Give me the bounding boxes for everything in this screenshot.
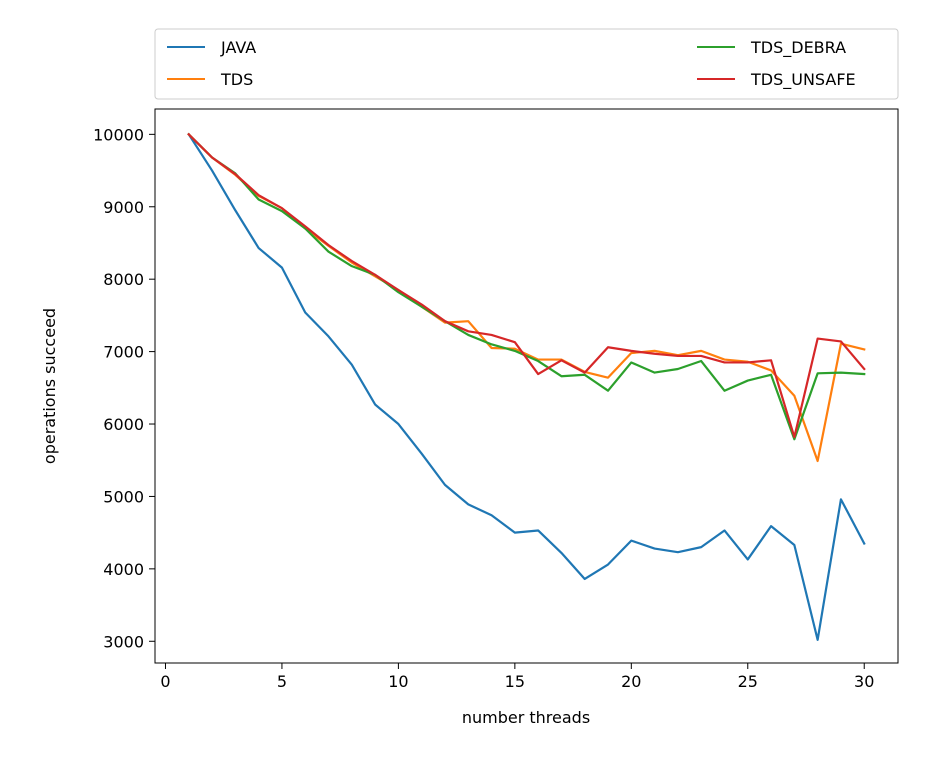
y-tick-label: 8000 xyxy=(103,270,144,289)
series-line-java xyxy=(187,132,866,641)
legend-label-tds-unsafe: TDS_UNSAFE xyxy=(750,70,856,90)
series-line-tds-debra xyxy=(187,132,866,441)
y-tick-label: 9000 xyxy=(103,198,144,217)
y-tick-label: 6000 xyxy=(103,415,144,434)
x-tick-label: 25 xyxy=(738,672,758,691)
series-line-tds-unsafe xyxy=(187,132,866,439)
legend: JAVA TDS TDS_DEBRA TDS_UNSAFE xyxy=(154,28,899,100)
legend-label-java: JAVA xyxy=(220,38,256,57)
x-tick-label: 10 xyxy=(388,672,408,691)
plot-area-frame xyxy=(154,108,899,664)
x-tick-label: 5 xyxy=(277,672,287,691)
x-tick-label: 20 xyxy=(621,672,641,691)
y-axis-ticks: 3000 4000 5000 6000 7000 8000 9000 10000 xyxy=(93,125,155,651)
y-tick-label: 3000 xyxy=(103,632,144,651)
series-lines xyxy=(187,132,866,641)
y-tick-label: 10000 xyxy=(93,125,144,144)
y-tick-label: 5000 xyxy=(103,487,144,506)
legend-label-tds-debra: TDS_DEBRA xyxy=(750,38,846,58)
x-tick-label: 15 xyxy=(505,672,525,691)
x-tick-label: 0 xyxy=(160,672,170,691)
y-tick-label: 7000 xyxy=(103,343,144,362)
legend-label-tds: TDS xyxy=(220,70,253,89)
x-axis-ticks: 0 5 10 15 20 25 30 xyxy=(160,663,874,691)
y-axis-label: operations succeed xyxy=(40,308,59,464)
x-tick-label: 30 xyxy=(854,672,874,691)
x-axis-label: number threads xyxy=(462,708,590,727)
y-tick-label: 4000 xyxy=(103,560,144,579)
